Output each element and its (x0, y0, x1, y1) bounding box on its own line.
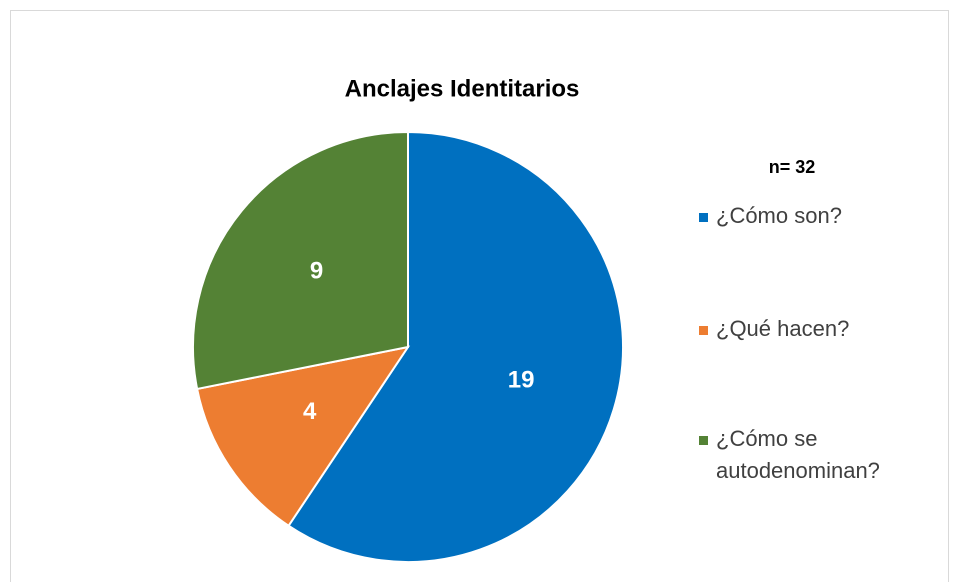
data-label: 4 (303, 398, 317, 425)
legend-swatch (699, 326, 708, 335)
legend-swatch (699, 213, 708, 222)
data-label: 9 (310, 257, 323, 284)
chart-title: Anclajes Identitarios (345, 75, 580, 102)
annotation: n= 32 (769, 157, 816, 177)
legend-label: ¿Cómo son? (716, 203, 842, 228)
data-label: 19 (508, 367, 535, 394)
pie-slice (287, 130, 624, 563)
pie-slice (195, 345, 411, 528)
legend-label: ¿Cómo se autodenominan? (716, 426, 880, 483)
legend-swatch (699, 436, 708, 445)
pie-slice (192, 130, 409, 391)
legend-label: ¿Qué hacen? (716, 316, 849, 341)
